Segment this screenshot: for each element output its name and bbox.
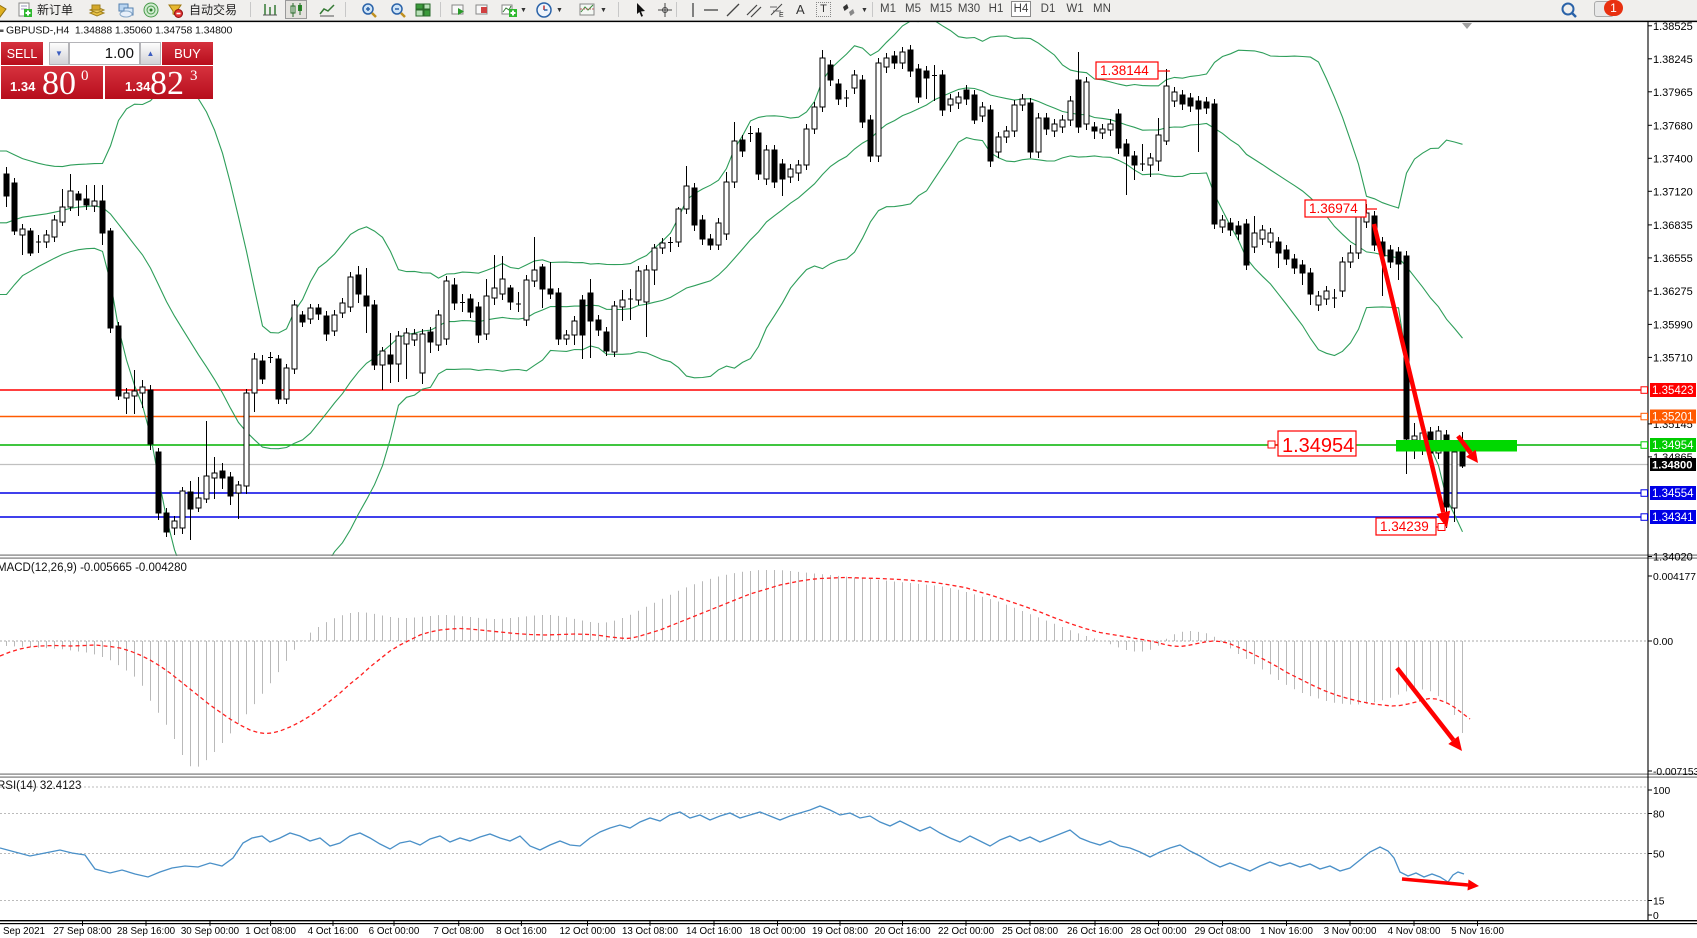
svg-text:100: 100 (1653, 786, 1670, 797)
svg-text:0: 0 (1653, 911, 1659, 922)
svg-text:1.36835: 1.36835 (1653, 220, 1693, 232)
svg-text:28 Oct 00:00: 28 Oct 00:00 (1130, 926, 1187, 937)
svg-text:28 Sep 16:00: 28 Sep 16:00 (117, 926, 176, 937)
svg-text:1.36555: 1.36555 (1653, 253, 1693, 265)
svg-text:1.37120: 1.37120 (1653, 186, 1693, 198)
svg-text:5 Nov 16:00: 5 Nov 16:00 (1451, 926, 1504, 937)
svg-text:1.37965: 1.37965 (1653, 87, 1693, 99)
svg-text:50: 50 (1653, 850, 1665, 861)
svg-text:3 Nov 00:00: 3 Nov 00:00 (1324, 926, 1377, 937)
svg-text:1.37680: 1.37680 (1653, 120, 1693, 132)
svg-text:22 Oct 00:00: 22 Oct 00:00 (938, 926, 995, 937)
svg-text:4 Nov 08:00: 4 Nov 08:00 (1388, 926, 1441, 937)
svg-text:1.34800: 1.34800 (1652, 460, 1692, 472)
svg-text:-0.007153: -0.007153 (1653, 767, 1697, 778)
svg-text:1.34341: 1.34341 (1652, 512, 1694, 524)
svg-text:1.35990: 1.35990 (1653, 319, 1693, 331)
svg-text:6 Oct 00:00: 6 Oct 00:00 (369, 926, 420, 937)
svg-text:30 Sep 00:00: 30 Sep 00:00 (181, 926, 240, 937)
svg-text:1.34554: 1.34554 (1652, 488, 1694, 500)
svg-text:1.34239: 1.34239 (1380, 519, 1429, 534)
svg-text:1.38525: 1.38525 (1653, 21, 1693, 33)
svg-text:26 Oct 16:00: 26 Oct 16:00 (1067, 926, 1124, 937)
svg-text:MACD(12,26,9) -0.005665 -0.004: MACD(12,26,9) -0.005665 -0.004280 (0, 562, 187, 574)
svg-text:1.38144: 1.38144 (1100, 63, 1149, 78)
svg-text:1.36275: 1.36275 (1653, 286, 1693, 298)
svg-text:12 Oct 00:00: 12 Oct 00:00 (559, 926, 616, 937)
svg-text:27 Sep 08:00: 27 Sep 08:00 (53, 926, 112, 937)
svg-text:18 Oct 00:00: 18 Oct 00:00 (749, 926, 806, 937)
svg-text:1.35710: 1.35710 (1653, 352, 1693, 364)
svg-text:13 Oct 08:00: 13 Oct 08:00 (622, 926, 679, 937)
svg-text:1 Oct 08:00: 1 Oct 08:00 (245, 926, 296, 937)
svg-text:1.35423: 1.35423 (1652, 385, 1694, 397)
svg-text:20 Oct 16:00: 20 Oct 16:00 (874, 926, 931, 937)
svg-text:Sep 2021: Sep 2021 (3, 926, 45, 937)
svg-text:14 Oct 16:00: 14 Oct 16:00 (686, 926, 743, 937)
svg-text:1.34020: 1.34020 (1653, 552, 1693, 564)
svg-text:25 Oct 08:00: 25 Oct 08:00 (1002, 926, 1059, 937)
svg-text:0.00: 0.00 (1653, 637, 1673, 648)
svg-text:1.35201: 1.35201 (1652, 412, 1694, 424)
svg-text:GBPUSD-,H4 1.34888 1.35060 1.: GBPUSD-,H4 1.34888 1.35060 1.34758 1.348… (6, 25, 233, 37)
svg-text:8 Oct 16:00: 8 Oct 16:00 (496, 926, 547, 937)
svg-text:4 Oct 16:00: 4 Oct 16:00 (308, 926, 359, 937)
svg-text:15: 15 (1653, 897, 1665, 908)
svg-text:E: E (779, 12, 784, 19)
svg-text:29 Oct 08:00: 29 Oct 08:00 (1194, 926, 1251, 937)
svg-text:1.36974: 1.36974 (1309, 201, 1358, 216)
svg-text:1.37400: 1.37400 (1653, 153, 1693, 165)
svg-text:1 Nov 16:00: 1 Nov 16:00 (1260, 926, 1313, 937)
svg-text:1.34954: 1.34954 (1652, 440, 1694, 452)
svg-text:1.38245: 1.38245 (1653, 54, 1693, 66)
svg-text:1.34954: 1.34954 (1282, 435, 1354, 457)
svg-text:0.004177: 0.004177 (1653, 572, 1696, 583)
svg-text:19 Oct 08:00: 19 Oct 08:00 (812, 926, 869, 937)
svg-text:7 Oct 08:00: 7 Oct 08:00 (433, 926, 484, 937)
svg-text:80: 80 (1653, 810, 1665, 821)
svg-text:RSI(14) 32.4123: RSI(14) 32.4123 (0, 780, 81, 792)
